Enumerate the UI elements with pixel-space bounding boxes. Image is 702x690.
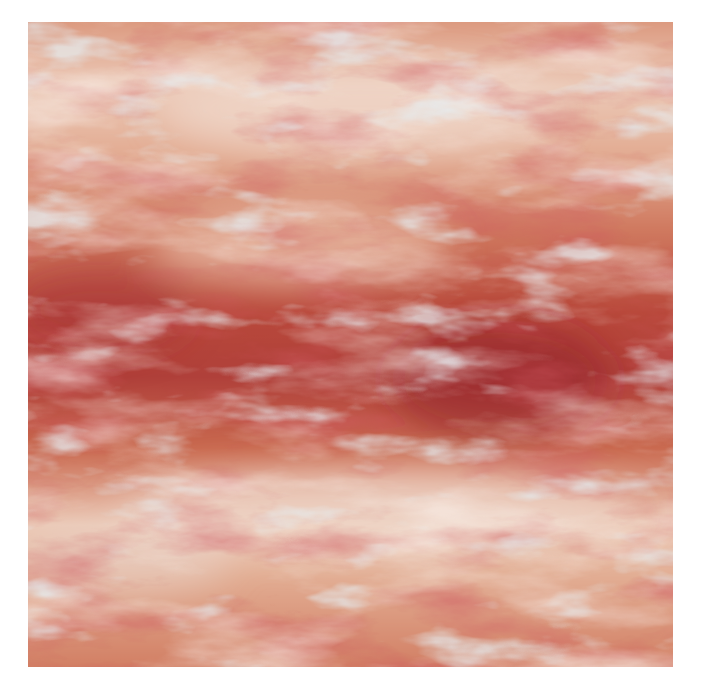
cool-noise [28,22,673,667]
field [28,22,673,667]
